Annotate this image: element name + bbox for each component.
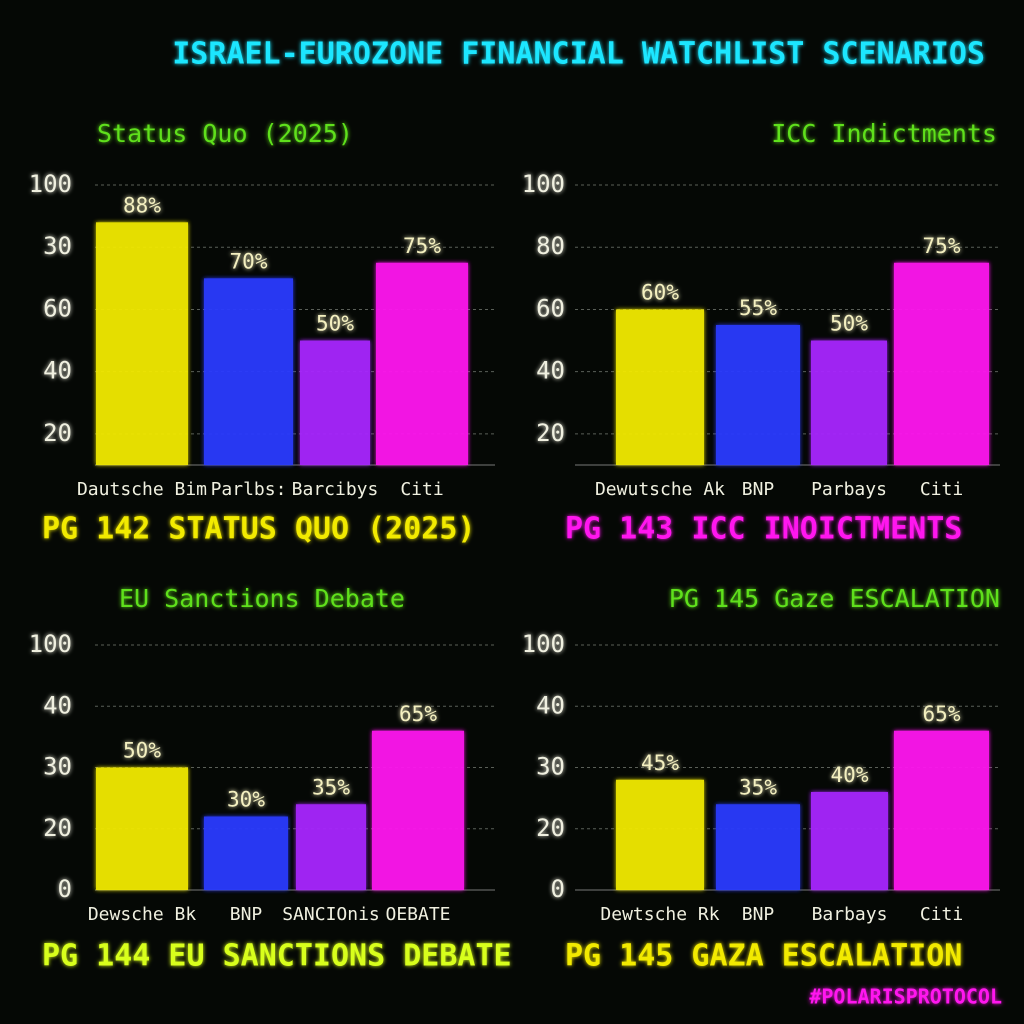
value-label: 45% [641,751,679,775]
bar [894,262,989,465]
value-label: 55% [739,296,777,320]
x-tick-label: BNP [230,904,263,925]
x-tick-label: SANCIOnis [282,904,380,925]
chart-title: Status Quo (2025) [97,119,353,148]
caption: PG 143 ICC INOICTMENTS [565,512,962,547]
bar [376,262,468,465]
caption: PG 144 EU SANCTIONS DEBATE [42,939,512,974]
value-label: 50% [123,739,161,763]
y-tick-label: 60 [43,294,72,322]
y-tick-label: 30 [536,753,565,781]
y-tick-label: 40 [43,357,72,385]
bar [811,792,888,890]
bar [894,730,989,890]
x-tick-label: Dewutsche Ak [595,479,725,500]
value-label: 75% [403,234,441,258]
x-tick-label: Citi [400,479,443,500]
x-tick-label: OEBATE [385,904,450,925]
caption: PG 142 STATUS QUO (2025) [42,512,475,547]
y-tick-label: 100 [522,630,565,658]
y-tick-label: 20 [536,419,565,447]
bar [811,340,887,465]
y-tick-label: 100 [29,630,72,658]
x-tick-label: Dautsche Bim [77,479,207,500]
value-label: 60% [641,280,679,304]
y-tick-label: 60 [536,294,565,322]
value-label: 75% [923,234,961,258]
value-label: 50% [830,312,868,336]
x-tick-label: Dewtsche Rk [600,904,719,925]
y-tick-label: 30 [43,753,72,781]
value-label: 88% [123,193,161,217]
bar [716,804,800,890]
chart-title: PG 145 Gaze ESCALATION [669,584,1000,613]
y-tick-label: 20 [536,814,565,842]
x-tick-label: Barbays [812,904,888,925]
bar [716,325,800,465]
x-tick-label: Dewsche Bk [88,904,197,925]
value-label: 35% [739,775,777,799]
bar [372,730,464,890]
x-tick-label: BNP [742,479,775,500]
x-tick-label: BNP [742,904,775,925]
bar [204,278,293,465]
value-label: 30% [227,788,265,812]
y-tick-label: 20 [43,419,72,447]
chart-title: EU Sanctions Debate [119,584,405,613]
footer-tag: #POLARISPROTOCOL [809,985,1002,1009]
x-tick-label: Barcibys [292,479,379,500]
bar [616,779,704,890]
y-tick-label: 0 [58,875,72,903]
caption: PG 145 GAZA ESCALATION [565,939,962,974]
y-tick-label: 40 [536,691,565,719]
value-label: 35% [312,775,350,799]
bar [300,340,370,465]
y-tick-label: 40 [536,357,565,385]
chart-title: ICC Indictments [771,119,997,148]
x-tick-label: Parbays [811,479,887,500]
value-label: 65% [399,702,437,726]
y-tick-label: 20 [43,814,72,842]
bar [204,816,288,890]
x-tick-label: Citi [920,479,963,500]
x-tick-label: Parlbs: [211,479,287,500]
value-label: 50% [316,312,354,336]
y-tick-label: 40 [43,691,72,719]
x-tick-label: Citi [920,904,963,925]
value-label: 70% [230,249,268,273]
bar [616,309,704,465]
bar [96,767,188,890]
y-tick-label: 30 [43,232,72,260]
value-label: 40% [831,763,869,787]
bar [296,804,366,890]
value-label: 65% [923,702,961,726]
y-tick-label: 100 [522,170,565,198]
bar [96,222,188,465]
page-title: ISRAEL-EUROZONE FINANCIAL WATCHLIST SCEN… [172,37,985,72]
y-tick-label: 80 [536,232,565,260]
y-tick-label: 100 [29,170,72,198]
y-tick-label: 0 [551,875,565,903]
